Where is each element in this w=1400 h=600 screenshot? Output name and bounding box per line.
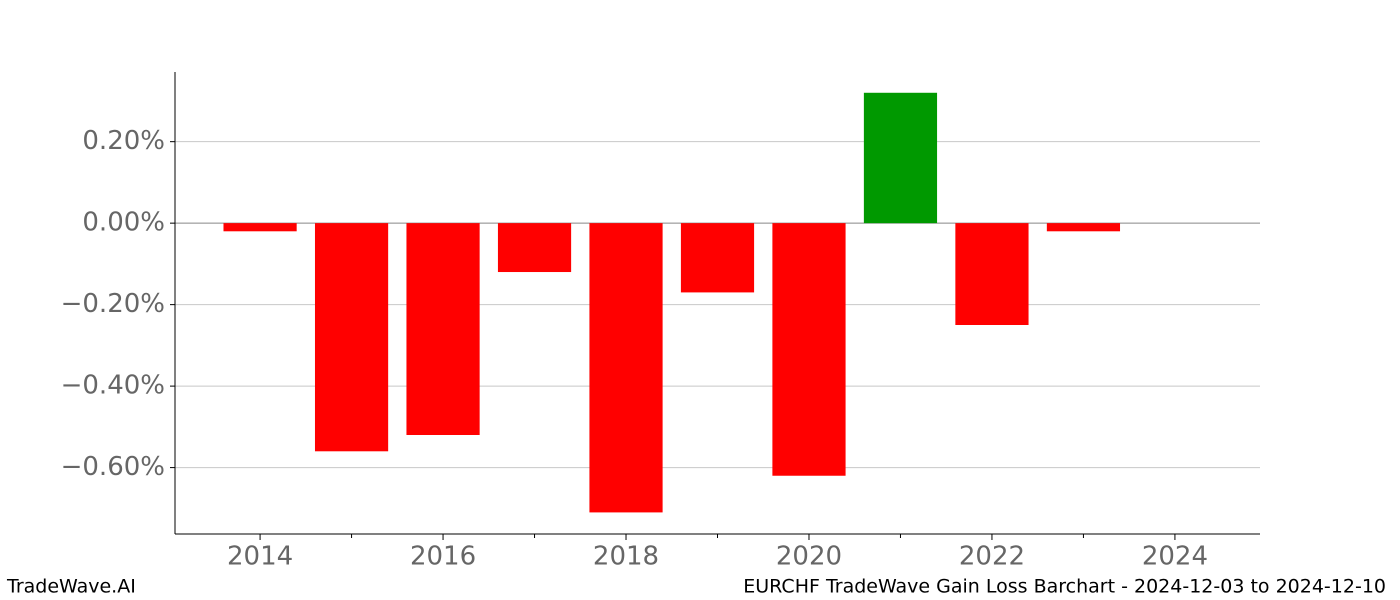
x-tick-label: 2024 xyxy=(1142,542,1208,572)
x-tick-label: 2020 xyxy=(776,542,842,572)
y-tick-label: 0.20% xyxy=(82,126,165,156)
bar xyxy=(223,223,297,232)
x-tick-label: 2018 xyxy=(593,542,659,572)
bar xyxy=(955,223,1029,325)
y-tick-label: 0.00% xyxy=(82,208,165,238)
bar xyxy=(314,223,389,452)
x-tick-label: 2022 xyxy=(959,542,1025,572)
y-tick-label: −0.40% xyxy=(61,371,165,401)
watermark: TradeWave.AI xyxy=(6,576,136,598)
bar xyxy=(772,223,846,476)
bar xyxy=(1046,223,1121,232)
x-tick-label: 2014 xyxy=(227,542,293,572)
subtitle: EURCHF TradeWave Gain Loss Barchart - 20… xyxy=(743,576,1386,598)
bar xyxy=(589,223,663,513)
x-tick-label: 2016 xyxy=(410,542,476,572)
bar xyxy=(863,92,938,224)
bar xyxy=(497,223,572,273)
bar xyxy=(680,223,755,293)
bar xyxy=(406,223,480,435)
y-tick-label: −0.60% xyxy=(61,452,165,482)
y-tick-label: −0.20% xyxy=(61,289,165,319)
